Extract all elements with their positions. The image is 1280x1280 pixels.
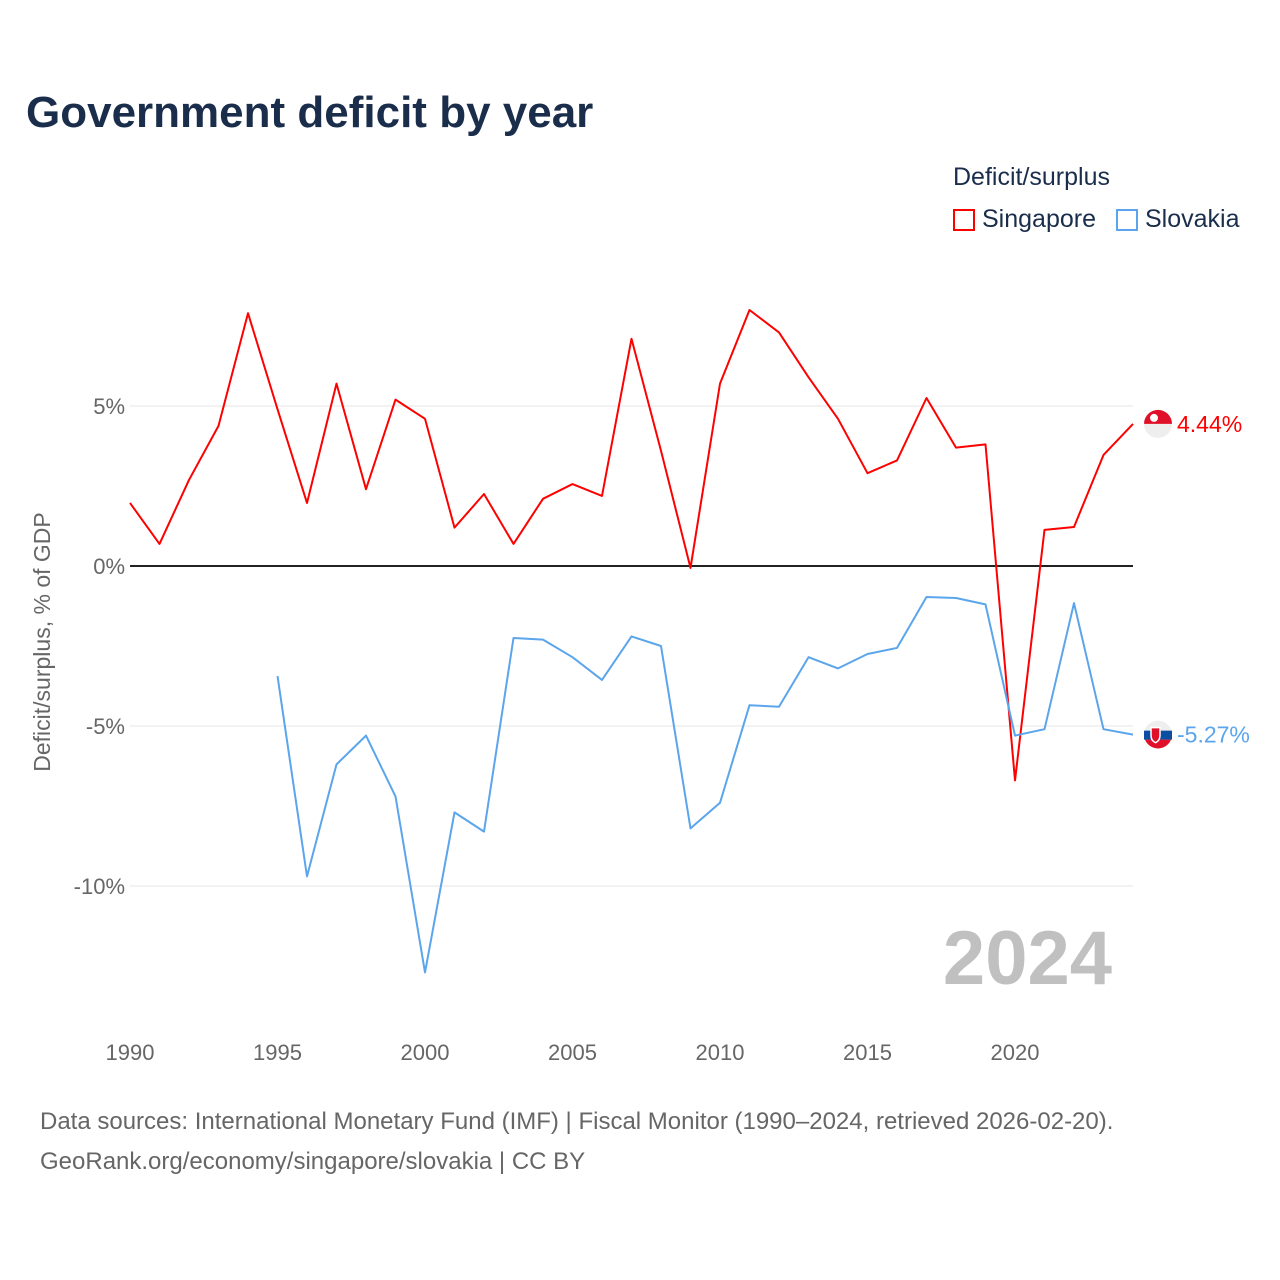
singapore-flag-moon (1150, 413, 1158, 422)
x-tick-label: 2005 (548, 1040, 597, 1065)
singapore-flag-red-half (1144, 409, 1172, 424)
series-line-slovakia (276, 596, 1134, 974)
x-tick-label: 2010 (696, 1040, 745, 1065)
year-watermark: 2024 (943, 916, 1112, 1001)
source-line: Data sources: International Monetary Fun… (40, 1108, 1114, 1135)
end-label-singapore: 4.44% (1177, 411, 1242, 437)
legend-item-slovakia[interactable]: Slovakia (1116, 205, 1240, 234)
y-axis-label: Deficit/surplus, % of GDP (29, 512, 55, 771)
legend-title: Deficit/surplus (953, 163, 1110, 191)
slovakia-flag-shield (1150, 726, 1161, 744)
x-tick-label: 2020 (991, 1040, 1040, 1065)
x-tick-label: 1990 (106, 1040, 155, 1065)
chart-title: Government deficit by year (26, 88, 594, 137)
legend-label-singapore: Singapore (982, 205, 1096, 233)
x-tick-label: 2000 (401, 1040, 450, 1065)
legend-item-singapore[interactable]: Singapore (953, 205, 1096, 234)
x-tick-label: 1995 (253, 1040, 302, 1065)
x-tick-label: 2015 (843, 1040, 892, 1065)
series-line-singapore (129, 309, 1134, 782)
slovakia-flag-red (1145, 739, 1171, 749)
y-tick-label: -5% (86, 714, 125, 739)
y-tick-label: -10% (74, 874, 125, 899)
legend-swatch-slovakia (1116, 208, 1138, 231)
legend-swatch-singapore (953, 208, 975, 231)
legend-label-slovakia: Slovakia (1145, 205, 1240, 233)
y-tick-label: 0% (93, 554, 125, 579)
y-tick-label: 5% (93, 394, 125, 419)
end-label-slovakia: -5.27% (1177, 722, 1250, 748)
attribution-line[interactable]: GeoRank.org/economy/singapore/slovakia |… (40, 1148, 586, 1175)
